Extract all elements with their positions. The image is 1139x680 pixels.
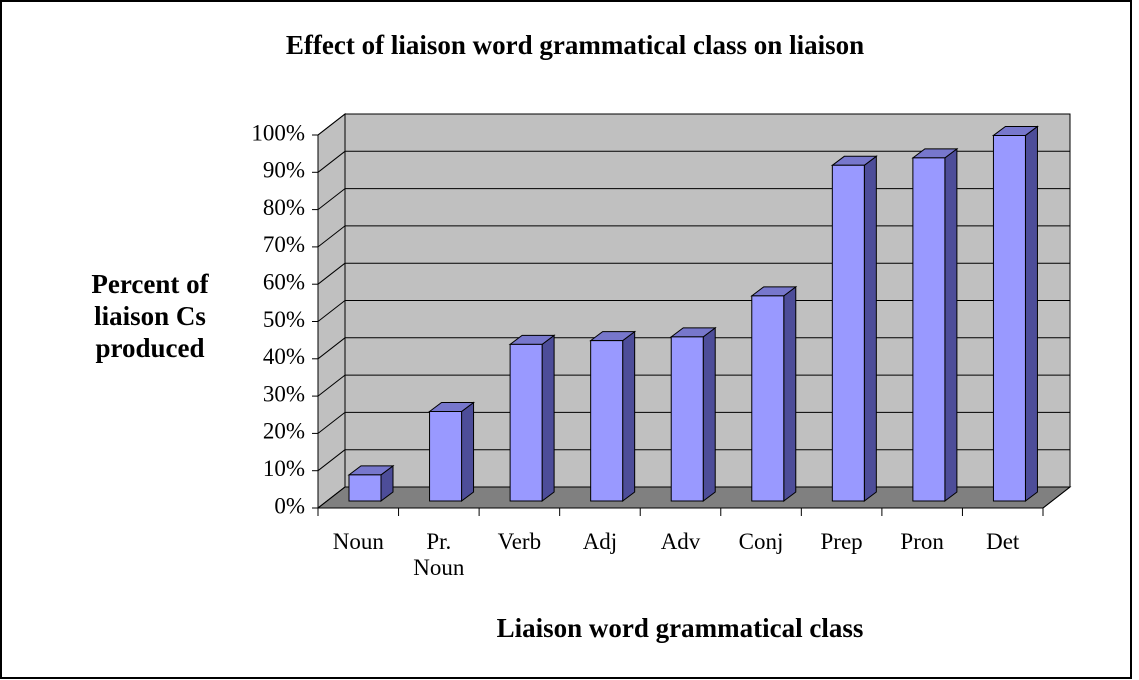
grid-line xyxy=(317,374,346,397)
x-tick-label: Prep xyxy=(820,529,863,554)
y-tick-label: 90% xyxy=(263,158,305,183)
grid-line xyxy=(317,412,346,434)
bar-face xyxy=(992,134,1026,502)
x-tick-label: Verb xyxy=(497,529,542,554)
bar-face xyxy=(863,155,877,502)
bar-face xyxy=(783,285,797,502)
bar xyxy=(911,147,959,502)
y-tick-label: 60% xyxy=(263,269,305,294)
y-tick-label: 0% xyxy=(274,493,305,518)
bar-face xyxy=(461,401,475,502)
grid-line xyxy=(317,337,346,360)
x-tick-label: Pr. Noun xyxy=(413,529,465,580)
y-tick-label: 100% xyxy=(251,120,305,145)
y-tick-label: 10% xyxy=(263,456,305,481)
bar-face xyxy=(1024,125,1038,502)
bar-face xyxy=(831,164,865,502)
bar xyxy=(991,125,1039,502)
bar xyxy=(347,464,395,502)
grid-line xyxy=(317,449,346,472)
bar-face xyxy=(348,474,382,502)
y-tick-label: 70% xyxy=(263,232,305,257)
grid-line xyxy=(317,113,346,136)
y-tick-label: 30% xyxy=(263,381,305,406)
x-tick-label: Conj xyxy=(738,529,784,554)
grid-line xyxy=(317,262,346,285)
x-tick-label: Noun xyxy=(332,529,384,554)
bar-face xyxy=(590,340,624,502)
bar-face xyxy=(702,326,716,502)
x-tick-label: Pron xyxy=(900,529,944,554)
x-axis-title: Liaison word grammatical class xyxy=(496,613,864,643)
grid-line xyxy=(317,188,346,210)
x-tick-label: Adv xyxy=(660,529,701,554)
grid-line xyxy=(317,486,346,509)
x-tick-label: Det xyxy=(986,529,1020,554)
y-tick-label: 20% xyxy=(263,419,305,444)
bar-face xyxy=(944,147,958,502)
bar xyxy=(830,155,878,502)
grid-line xyxy=(317,300,346,322)
floor-edge xyxy=(1042,486,1071,509)
y-tick-label: 50% xyxy=(263,307,305,332)
bar-face xyxy=(622,330,636,502)
bar-face xyxy=(670,336,704,502)
y-tick-label: 80% xyxy=(263,195,305,220)
bar xyxy=(428,401,476,502)
grid-line xyxy=(317,225,346,248)
x-tick-label: Adj xyxy=(582,529,618,554)
bar xyxy=(589,330,637,502)
bar xyxy=(750,285,798,502)
bar xyxy=(508,334,556,502)
bar xyxy=(669,326,717,502)
chart-title: Effect of liaison word grammatical class… xyxy=(286,30,864,60)
grid-line xyxy=(317,150,346,173)
bar-face xyxy=(751,295,785,502)
bar-face xyxy=(429,410,463,502)
bar-face xyxy=(541,334,555,502)
bar-face xyxy=(912,157,946,502)
bar-face xyxy=(509,343,543,502)
y-tick-label: 40% xyxy=(263,344,305,369)
y-axis-title: Percent of liaison Cs produced xyxy=(91,269,209,363)
